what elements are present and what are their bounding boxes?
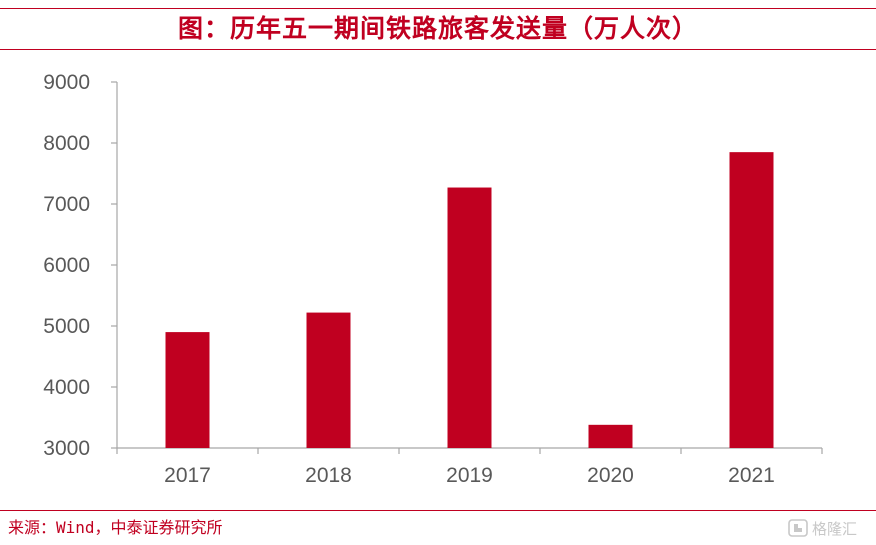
source-rule: [0, 510, 876, 511]
y-tick-label: 7000: [43, 193, 90, 216]
x-tick-label: 2020: [587, 464, 634, 487]
y-tick-label: 3000: [43, 437, 90, 460]
y-tick-label: 8000: [43, 132, 90, 155]
title-bottom-rule: [0, 49, 876, 50]
y-tick-label: 9000: [43, 71, 90, 94]
bar-2017: [165, 332, 210, 448]
bar-2018: [306, 312, 351, 448]
x-tick-label: 2018: [305, 464, 352, 487]
watermark-logo-icon: [788, 519, 808, 537]
y-tick-label: 5000: [43, 315, 90, 338]
watermark-text: 格隆汇: [812, 519, 858, 538]
source-note: 来源：Wind，中泰证券研究所: [8, 518, 223, 537]
bar-2021: [729, 152, 774, 448]
title-top-rule: [0, 8, 876, 9]
chart-title: 图：历年五一期间铁路旅客发送量（万人次）: [177, 14, 698, 43]
bar-2019: [447, 187, 492, 448]
x-tick-label: 2021: [728, 464, 775, 487]
y-tick-label: 6000: [43, 254, 90, 277]
x-tick-label: 2017: [164, 464, 211, 487]
x-tick-label: 2019: [446, 464, 493, 487]
bar-2020: [588, 424, 633, 448]
y-tick-label: 4000: [43, 376, 90, 399]
watermark: 格隆汇: [788, 517, 857, 539]
